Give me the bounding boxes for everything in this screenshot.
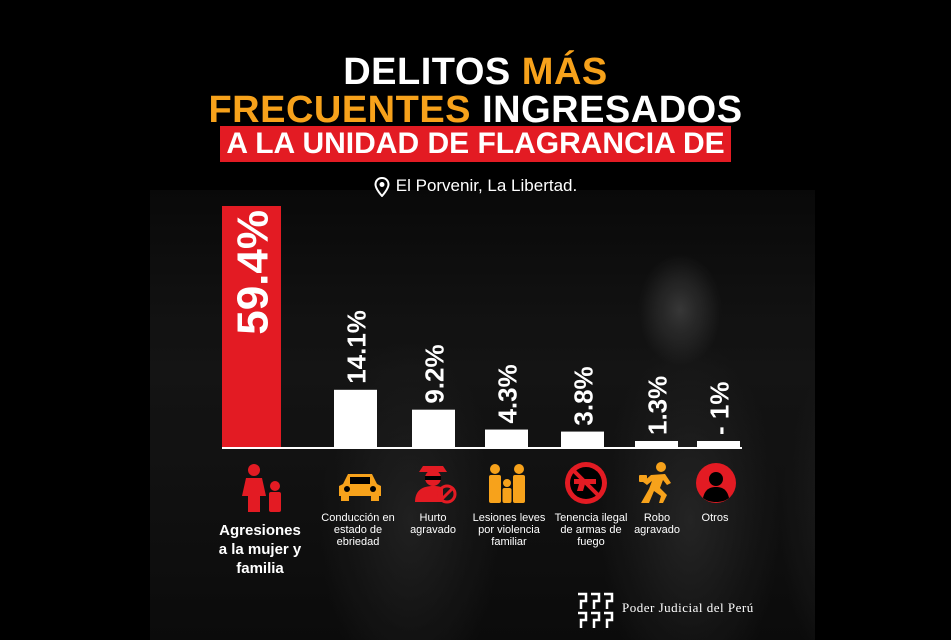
label-line: ebriedad [336,536,380,548]
bar-tenencia [561,431,604,447]
category-label-lesiones: Lesiones leves por violencia familiar [464,512,554,548]
title-word-frecuentes: FRECUENTES [208,89,472,131]
location-pin-icon [374,176,390,197]
title-line-2: FRECUENTES INGRESADOS [0,88,951,132]
institution-name: Poder Judicial del Perú [622,600,754,615]
category-label-agresiones: Agresiones a la mujer y familia [200,521,320,578]
bar-conduccion [334,389,377,447]
person-icon [695,462,737,509]
title-line-3: A LA UNIDAD DE FLAGRANCIA DE [0,126,951,162]
label-line: Agresiones [219,522,301,539]
label-line: Lesiones leves [472,512,546,524]
label-line: de armas de [560,524,622,536]
value-label-conduccion: 14.1% [342,310,372,384]
category-label-robo: Robo agravado [626,512,688,536]
location: El Porvenir, La Libertad. [0,175,951,197]
category-label-hurto: Hurto agravado [398,512,468,536]
label-line: Otros [701,512,729,524]
title-word-delitos: DELITOS [343,51,511,93]
category-label-tenencia: Tenencia ilegal de armas de fuego [550,512,632,548]
value-label-otros: - 1% [705,382,735,435]
family-icon [236,462,288,519]
poder-judicial-logo-icon [578,592,614,628]
family-violence-icon [485,463,531,510]
bar-lesiones [485,429,528,447]
location-text: El Porvenir, La Libertad. [395,176,578,195]
running-robber-icon [637,461,677,510]
category-label-otros: Otros [690,512,740,524]
bar-agresiones [222,206,281,447]
thief-icon [413,462,457,509]
car-icon [337,470,383,507]
label-line: familia [236,560,284,577]
bar-robo [635,441,678,447]
label-line: estado de [333,524,383,536]
label-line: Hurto [419,512,447,524]
label-line: agravado [410,524,456,536]
value-label-tenencia: 3.8% [569,366,599,425]
no-gun-icon [563,460,609,511]
title-word-mas: MÁS [521,51,608,93]
label-line: Robo [643,512,671,524]
title-line-1: DELITOS MÁS [0,50,951,94]
bar-otros [697,441,740,447]
label-line: por violencia [478,524,540,536]
bar-hurto [412,409,455,447]
label-line: fuego [577,536,605,548]
title-red-banner: A LA UNIDAD DE FLAGRANCIA DE [220,126,731,162]
value-label-agresiones: 59.4% [229,210,278,335]
label-line: agravado [634,524,680,536]
label-line: familiar [491,536,527,548]
value-label-hurto: 9.2% [420,344,450,403]
label-line: Tenencia ilegal [554,512,628,524]
label-line: a la mujer y [218,541,302,558]
title-word-ingresados: INGRESADOS [482,89,743,131]
category-label-conduccion: Conducción en estado de ebriedad [316,512,400,548]
value-label-lesiones: 4.3% [493,364,523,423]
label-line: Conducción en [321,512,395,524]
value-label-robo: 1.3% [643,376,673,435]
